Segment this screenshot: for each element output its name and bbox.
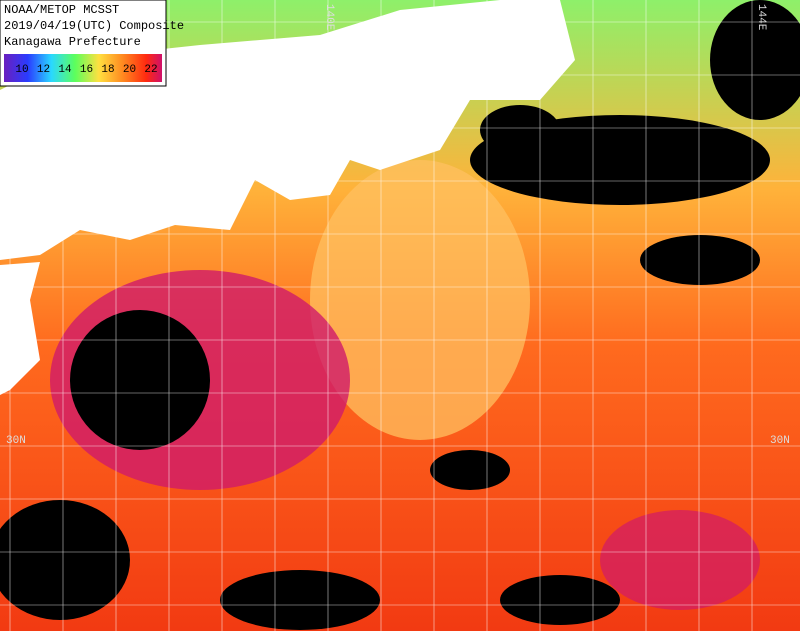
lon-label: 144E (755, 4, 767, 31)
colorbar-tick-label: 12 (37, 64, 50, 76)
header-line: NOAA/METOP MCSST (4, 3, 119, 17)
colorbar (4, 54, 162, 82)
lon-label: 140E (323, 4, 335, 31)
colorbar-tick-label: 16 (80, 64, 93, 76)
warm-plume (310, 160, 530, 440)
colorbar-tick-label: 14 (58, 64, 72, 76)
colorbar-tick-label: 20 (123, 64, 136, 76)
lat-label: 30N (770, 435, 790, 447)
header-line: 2019/04/19(UTC) Composite (4, 19, 184, 33)
colorbar-tick-label: 10 (15, 64, 28, 76)
lat-label: 30N (6, 435, 26, 447)
eddy (600, 510, 760, 610)
colorbar-tick-label: 22 (144, 64, 157, 76)
colorbar-tick-label: 18 (101, 64, 114, 76)
header-line: Kanagawa Prefecture (4, 35, 141, 49)
